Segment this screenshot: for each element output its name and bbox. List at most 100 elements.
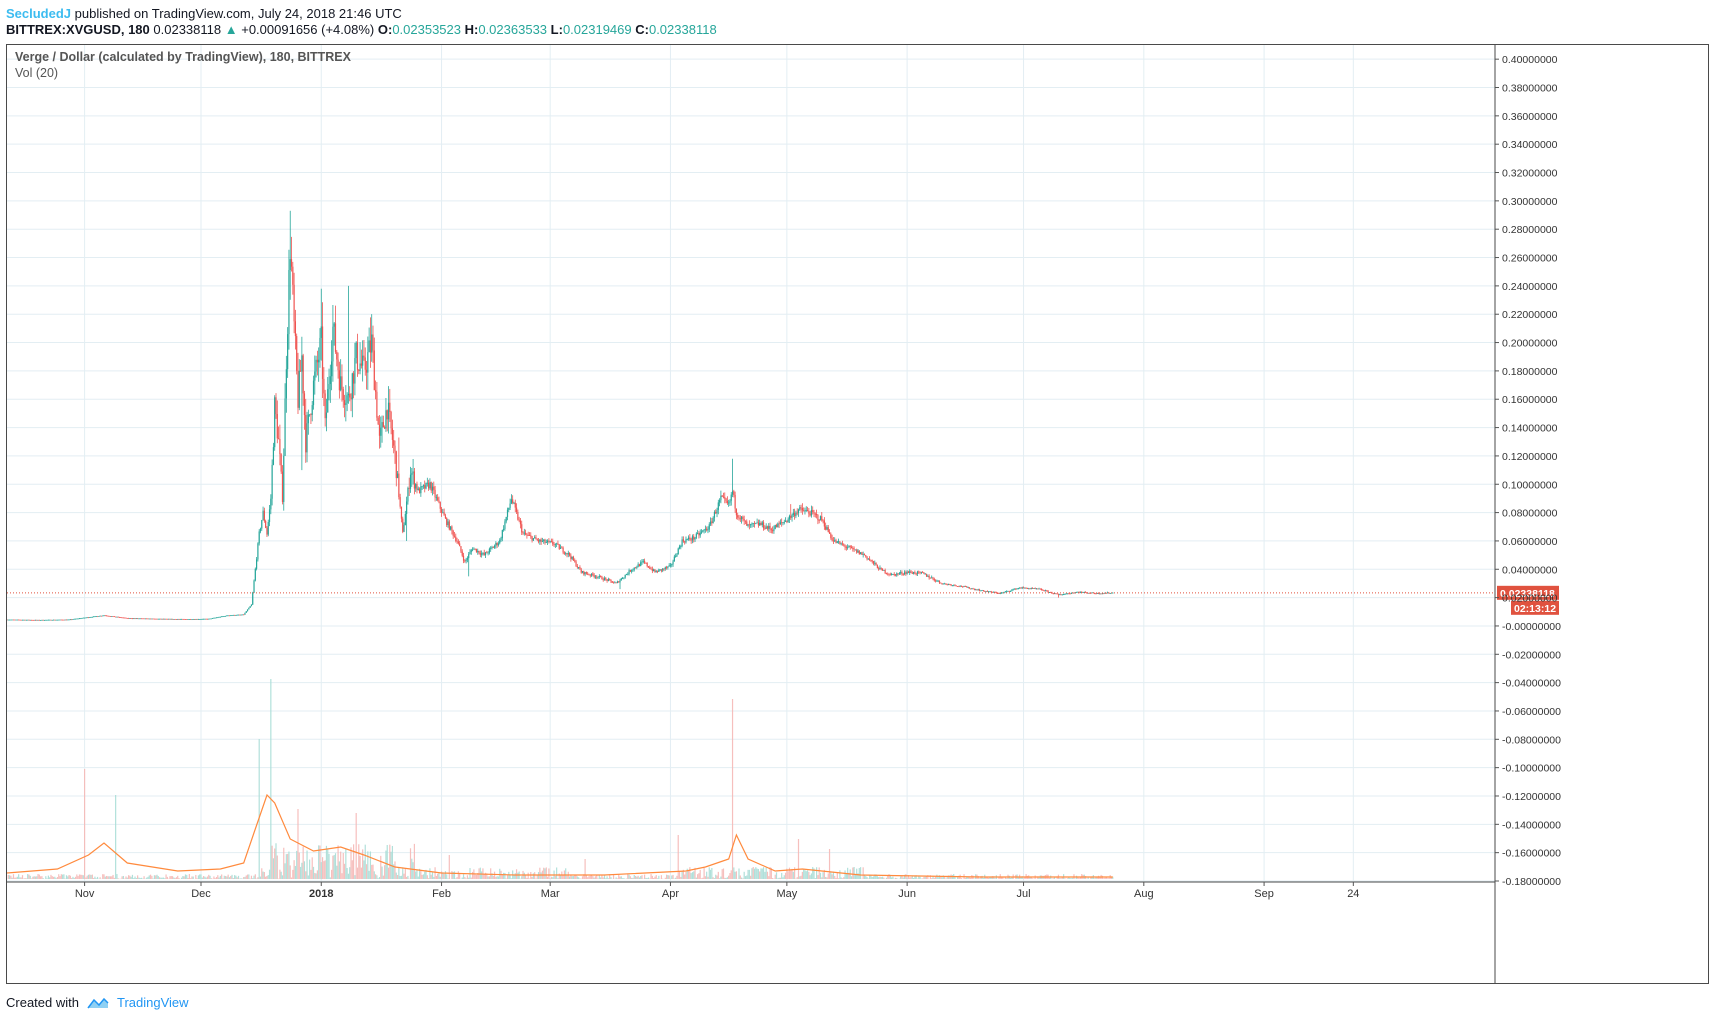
volume-bar — [77, 876, 79, 879]
candle-body — [329, 376, 331, 385]
countdown-tag — [1511, 600, 1559, 615]
volume-bar — [806, 870, 809, 879]
price-axis[interactable]: 0.400000000.380000000.360000000.34000000… — [1494, 45, 1561, 983]
candle-body — [96, 616, 99, 618]
candle-body — [809, 513, 811, 516]
candle-body — [602, 579, 604, 581]
candle-body — [570, 555, 572, 559]
candle-body — [976, 589, 978, 591]
volume-bar — [1090, 876, 1092, 879]
volume-bar — [230, 875, 232, 879]
candle-body — [739, 518, 741, 520]
volume-bar — [451, 871, 453, 879]
volume-bar — [381, 866, 383, 879]
candle-body — [177, 619, 179, 620]
candle-body — [85, 617, 87, 619]
candle-body — [156, 618, 158, 620]
candle-body — [545, 542, 547, 543]
tradingview-logo-icon[interactable] — [87, 996, 109, 1010]
volume-bar — [284, 863, 286, 879]
volume-bar — [677, 835, 679, 879]
candle-body — [346, 395, 348, 404]
tradingview-brand-link[interactable]: TradingView — [116, 995, 189, 1010]
candle-body — [997, 593, 999, 594]
volume-bar — [843, 877, 845, 879]
volume-bar — [786, 868, 788, 879]
volume-bar — [800, 875, 802, 879]
volume-bar — [493, 871, 496, 879]
candle-body — [677, 548, 679, 555]
volume-bar — [337, 845, 339, 879]
candle-body — [665, 567, 668, 569]
candle-body — [499, 540, 501, 544]
candle-body — [852, 548, 854, 550]
volume-bar — [459, 873, 461, 879]
volume-bar — [134, 876, 136, 879]
volume-bar — [856, 868, 858, 879]
candle-body — [413, 471, 415, 489]
candle-body — [968, 587, 970, 589]
candle-body — [374, 390, 377, 392]
candle-body — [684, 541, 686, 543]
volume-bar — [474, 874, 476, 879]
candle-body — [563, 552, 566, 554]
volume-bar — [694, 867, 696, 879]
volume-bar — [1072, 877, 1074, 879]
candle-body — [632, 569, 634, 571]
volume-bar — [923, 876, 925, 879]
candle-body — [347, 393, 350, 396]
candle-body — [1090, 593, 1092, 594]
candle-body — [844, 545, 846, 548]
volume-bar — [1112, 876, 1114, 879]
candle-body — [1044, 590, 1047, 592]
candle-body — [168, 618, 170, 620]
chart-container[interactable]: 0.02338118 02:13:12 0.40000000 0.38000000 0… — [6, 44, 1709, 984]
candle-body — [1038, 588, 1040, 590]
candle-body — [327, 389, 329, 413]
candle-body — [54, 619, 56, 621]
candle-body — [337, 359, 339, 371]
candle-body — [76, 618, 78, 620]
volume-bar — [442, 872, 444, 879]
candle-body — [10, 619, 12, 621]
volume-bar — [224, 875, 227, 879]
candle-body — [7, 619, 9, 621]
volume-bar — [768, 876, 770, 879]
candle-body — [212, 618, 214, 619]
candle-body — [1059, 594, 1061, 596]
candle-body — [345, 403, 347, 405]
candle-body — [69, 619, 71, 621]
candle-body — [561, 547, 563, 549]
candle-body — [18, 619, 20, 621]
volume-bar — [620, 876, 622, 879]
last-price: 0.02338118 — [153, 22, 222, 37]
candle-body — [505, 516, 507, 522]
candle-body — [642, 560, 644, 562]
volume-bar — [1031, 878, 1034, 879]
candle-body — [334, 323, 337, 352]
candle-body — [470, 550, 472, 552]
author-link[interactable]: SecludedJ — [6, 6, 72, 21]
candle-body — [389, 402, 391, 413]
candle-body — [836, 541, 838, 543]
candle-body — [742, 516, 744, 520]
volume-bar — [184, 874, 187, 879]
time-axis[interactable]: Nov Dec 2018 Feb Mar Apr May Jun Jul Aug Sep 24 — [7, 881, 1495, 900]
volume-bar — [45, 876, 47, 879]
candle-body — [354, 358, 356, 384]
volume-bar — [130, 876, 132, 879]
candle-body — [98, 616, 100, 617]
candle-body — [730, 494, 732, 501]
candle-body — [831, 537, 833, 541]
volume-bar — [143, 876, 145, 879]
volume-bar — [464, 876, 466, 879]
volume-bar — [839, 870, 841, 879]
volume-bar — [385, 850, 387, 879]
volume-bar — [949, 875, 951, 879]
volume-bar — [271, 845, 273, 879]
candle-body — [468, 554, 470, 559]
candle-body — [902, 573, 904, 575]
volume-bar — [872, 876, 875, 879]
volume-bar — [365, 864, 368, 879]
